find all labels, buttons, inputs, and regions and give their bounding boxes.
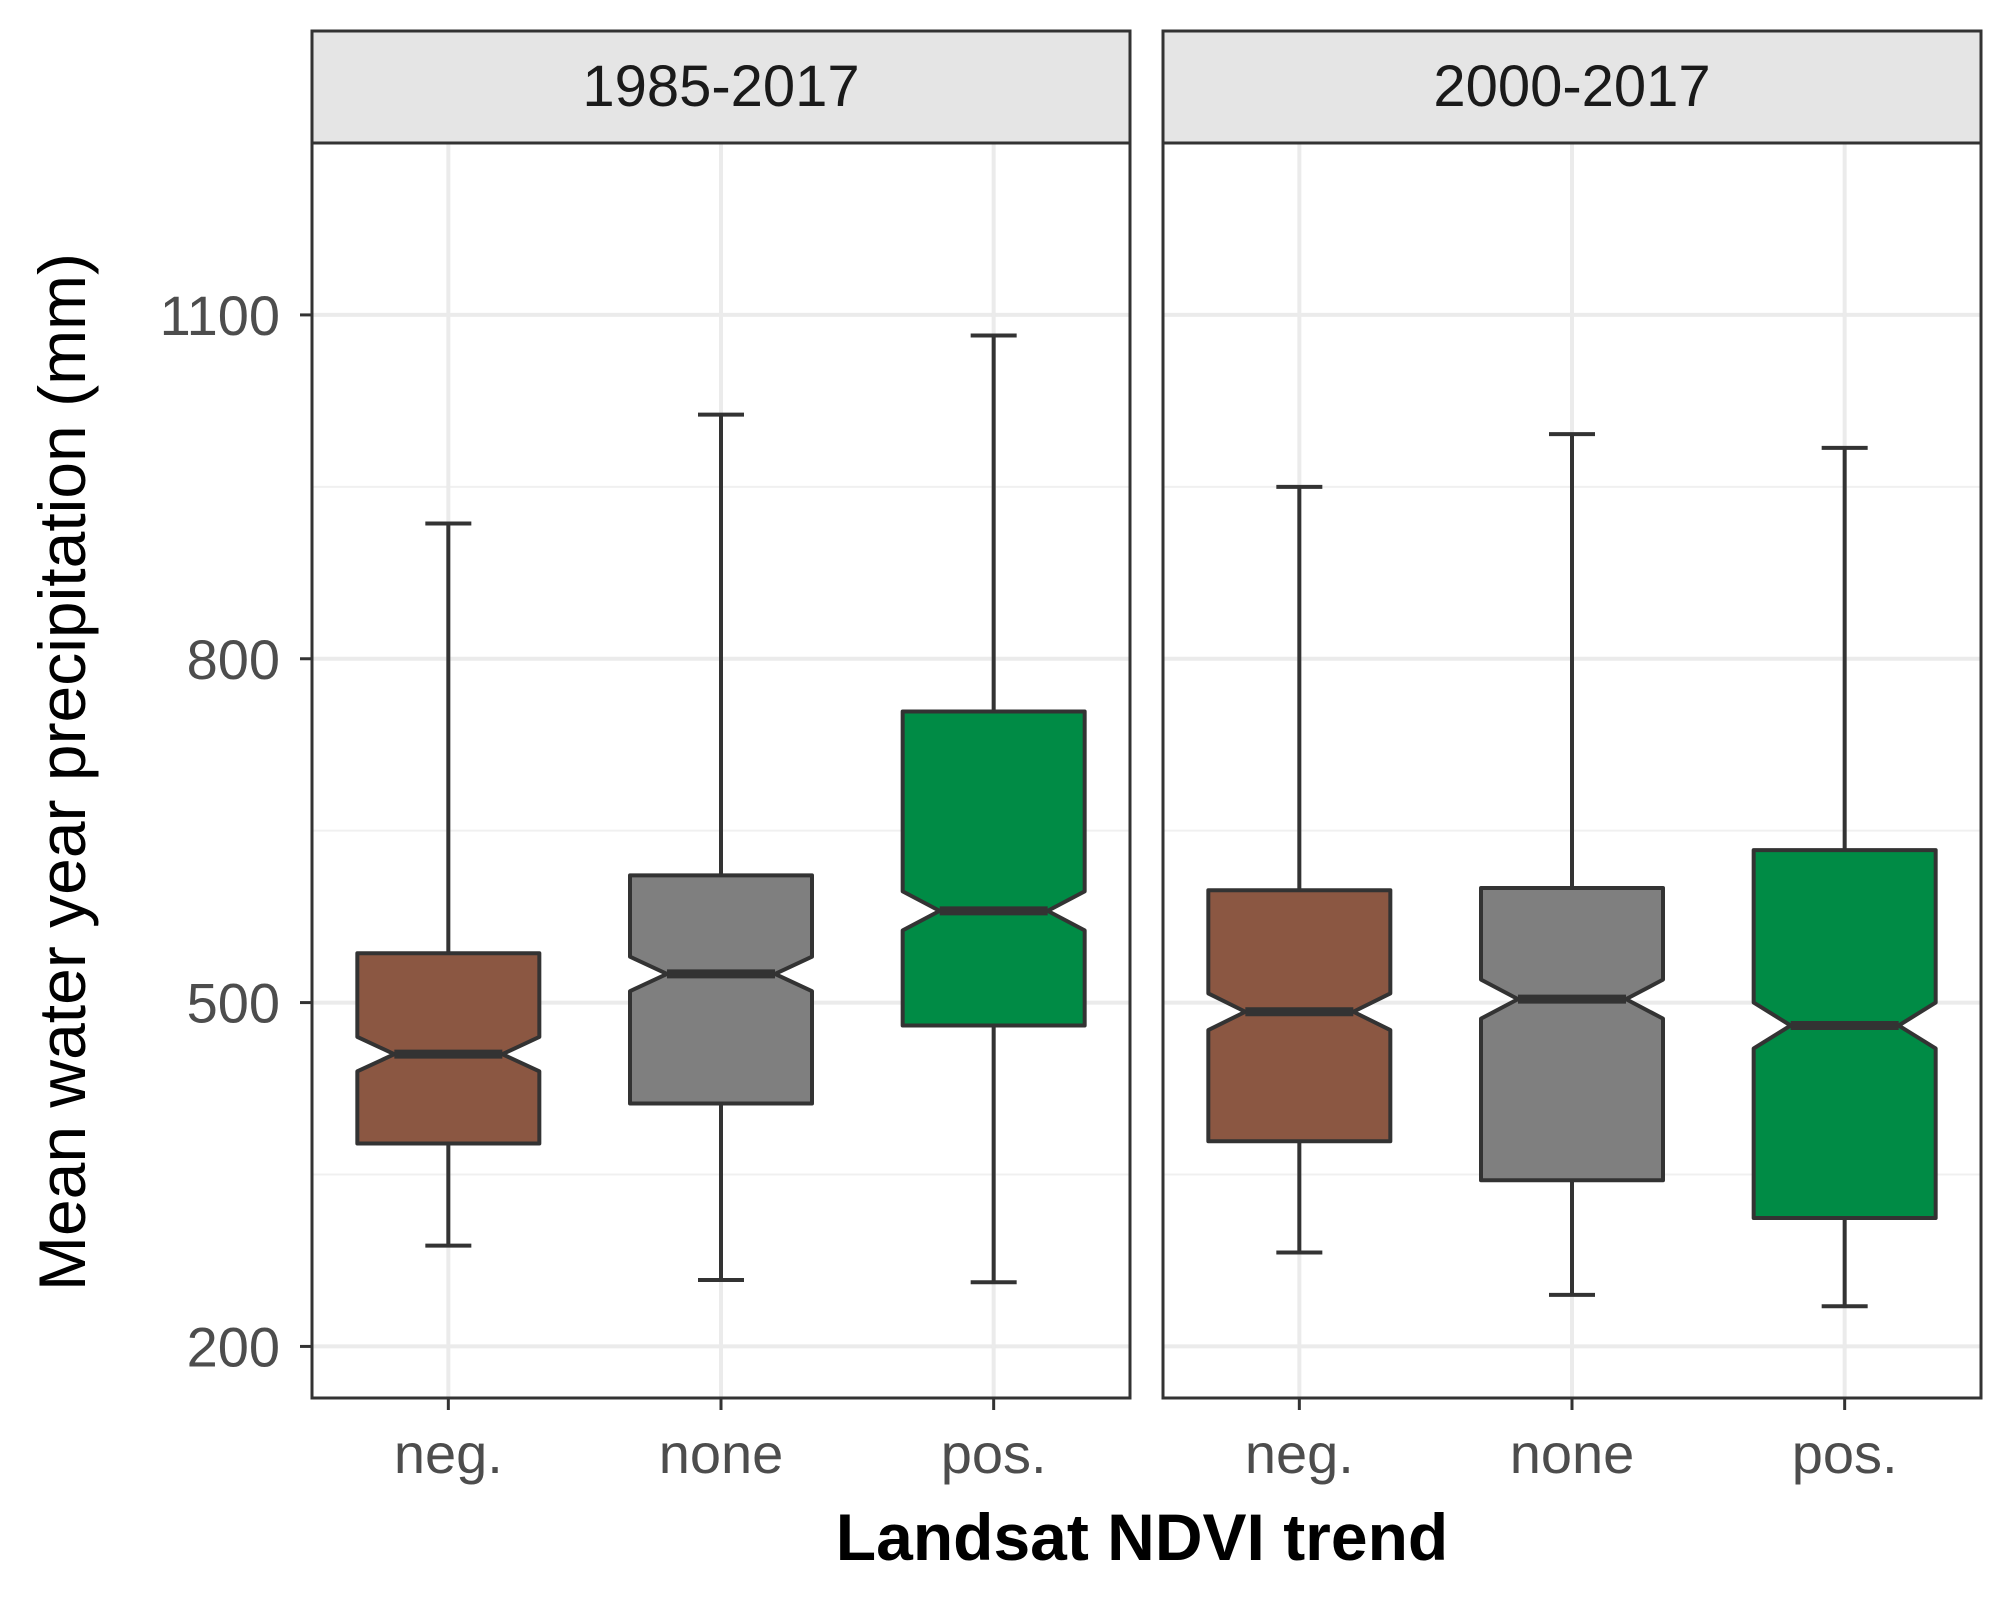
x-tick-label: none (659, 1422, 784, 1485)
box-body (1751, 848, 1938, 1221)
panel-strip (1161, 29, 1983, 145)
box-body (628, 873, 814, 1106)
x-tick-label: neg. (394, 1422, 503, 1485)
box-body (1479, 885, 1665, 1183)
box-neg (1206, 484, 1393, 1255)
panel-title: 1985-2017 (582, 54, 859, 119)
x-tick-label: none (1510, 1422, 1635, 1485)
panel-1: 1985-2017 neg. none pos. (310, 29, 1132, 1485)
y-tick-label: 800 (187, 628, 280, 691)
x-tick-label: pos. (941, 1422, 1047, 1485)
x-axis-title: Landsat NDVI trend (836, 1500, 1448, 1574)
box-none (628, 412, 814, 1282)
box-neg (355, 521, 542, 1248)
box-pos (1751, 445, 1938, 1309)
y-tick-label: 500 (187, 972, 280, 1035)
panel-strip (310, 29, 1132, 145)
box-none (1479, 432, 1665, 1297)
x-tick-label: pos. (1792, 1422, 1898, 1485)
panel-2: 2000-2017 neg. none pos. (1161, 29, 1983, 1485)
box-body (355, 951, 542, 1146)
y-tick-label: 200 (187, 1315, 280, 1378)
y-tick-label: 1100 (160, 284, 280, 347)
panel-title: 2000-2017 (1433, 54, 1710, 119)
y-axis-title: Mean water year precipitation (mm) (25, 253, 99, 1291)
box-pos (900, 333, 1087, 1285)
x-tick-label: neg. (1245, 1422, 1354, 1485)
box-body (900, 709, 1087, 1028)
